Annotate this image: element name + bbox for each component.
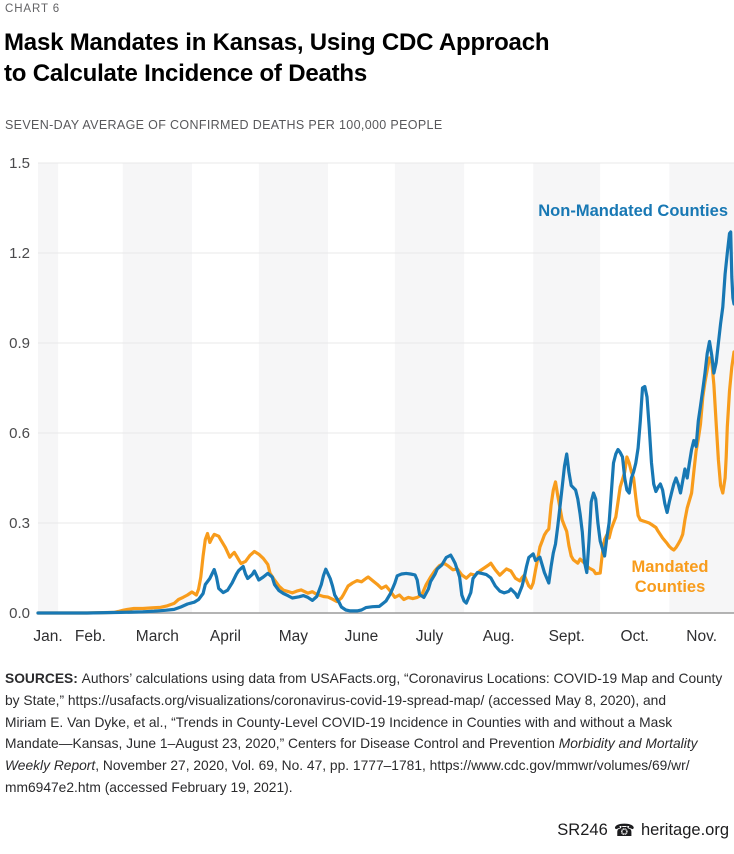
month-band	[258, 163, 328, 613]
x-tick-label: Jan.	[33, 628, 62, 645]
sources-line: by State,” https://usafacts.org/visualiz…	[5, 692, 667, 708]
sources-line: Miriam E. Van Dyke, et al., “Trends in C…	[5, 714, 673, 730]
page-title: Mask Mandates in Kansas, Using CDC Appro…	[4, 29, 550, 87]
y-tick-label: 0.6	[9, 425, 30, 442]
sources-line: Weekly Report, November 27, 2020, Vol. 6…	[5, 758, 690, 774]
x-tick-label: Oct.	[621, 628, 649, 645]
report-id: SR246	[557, 821, 608, 839]
mask-mandates-line-chart: 0.0 0.3 0.6 0.9 1.2 1.5 Jan. Feb. March April May J…	[9, 155, 734, 645]
series-line-mandated-counties	[36, 350, 734, 615]
series-label-non-mandated-counties: Non-Mandated Counties	[538, 202, 728, 220]
month-band	[38, 163, 59, 613]
y-tick-label: 1.5	[9, 155, 30, 172]
x-tick-label: Sept.	[549, 628, 585, 645]
y-tick-label: 0.9	[9, 335, 30, 352]
phone-icon: ☎	[613, 821, 635, 840]
x-tick-label: April	[210, 628, 241, 645]
footer: SR246 ☎ heritage.org	[557, 821, 729, 840]
chart-subtitle: SEVEN-DAY AVERAGE OF CONFIRMED DEATHS PE…	[5, 118, 443, 132]
month-band	[122, 163, 192, 613]
x-tick-label: Feb.	[75, 628, 106, 645]
sources-line: SOURCES: Authors’ calculations using dat…	[5, 671, 723, 686]
x-tick-label: Aug.	[483, 628, 515, 645]
series-label-mandated-counties: Mandated Counties	[631, 558, 708, 596]
y-tick-label: 0.0	[9, 605, 30, 622]
x-tick-label: June	[345, 628, 379, 645]
site-link: heritage.org	[640, 821, 729, 839]
y-tick-label: 0.3	[9, 515, 30, 532]
sources-note: SOURCES: Authors’ calculations using dat…	[5, 668, 731, 799]
x-tick-label: May	[279, 628, 309, 645]
series-line-non-mandated-counties	[36, 230, 734, 615]
sources-line: Mandate—Kansas, June 1–August 23, 2020,”…	[5, 736, 698, 752]
month-band	[394, 163, 465, 613]
x-tick-label: March	[136, 628, 179, 645]
y-tick-label: 1.2	[9, 245, 30, 262]
x-tick-label: Nov.	[686, 628, 717, 645]
chart-number-label: CHART 6	[5, 3, 61, 15]
x-tick-label: July	[416, 628, 444, 645]
sources-line: mm6947e2.htm (accessed February 19, 2021…	[5, 779, 293, 795]
